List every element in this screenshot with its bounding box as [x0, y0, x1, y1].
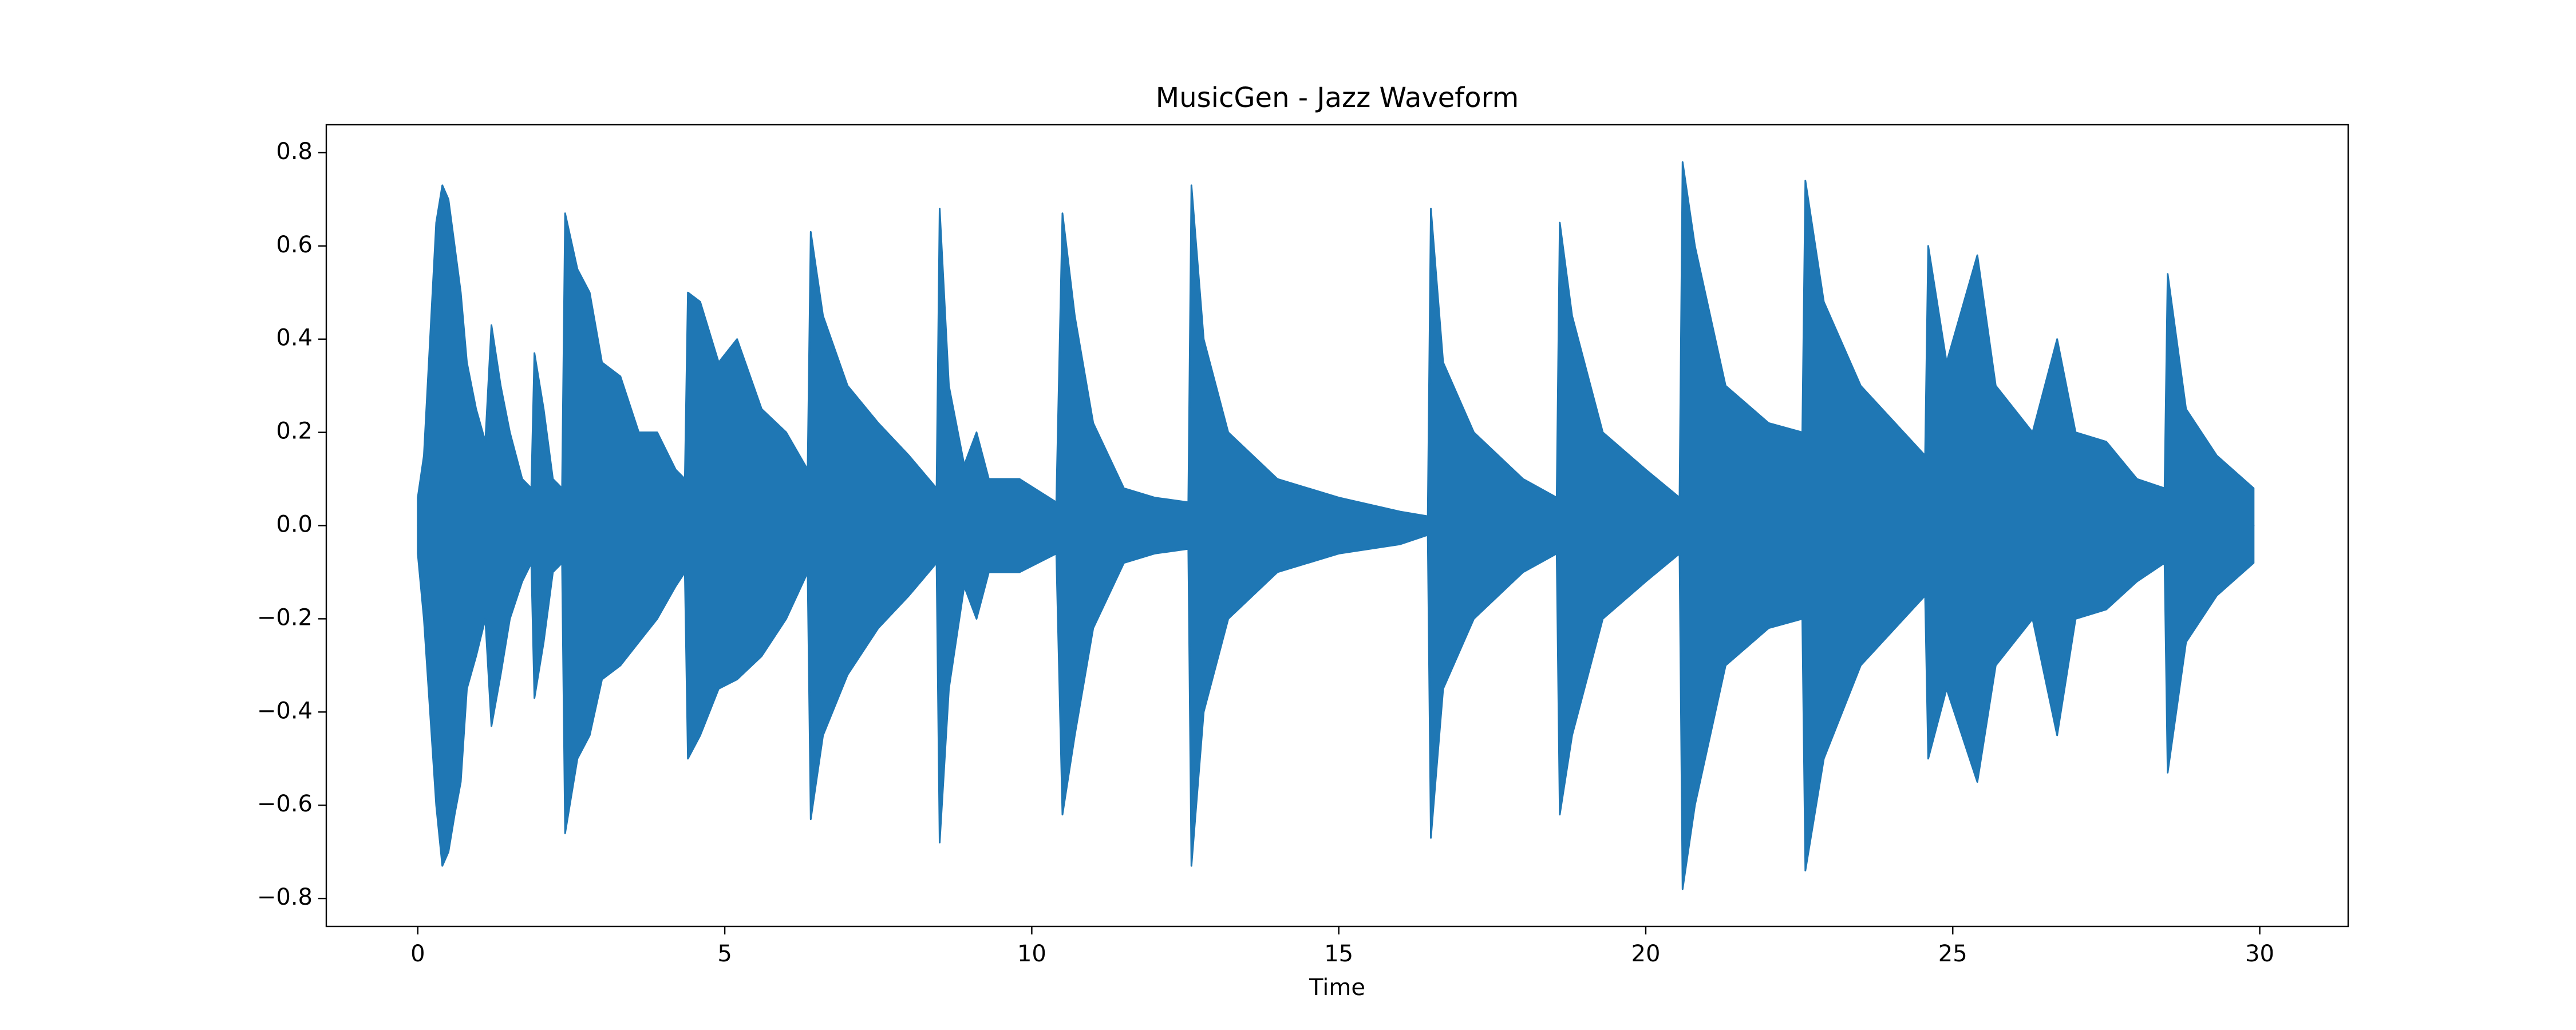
x-tick-label: 25 — [1938, 941, 1967, 967]
y-tick-label: −0.4 — [257, 698, 313, 724]
x-tick-label: 10 — [1017, 941, 1046, 967]
waveform-area — [417, 161, 2255, 526]
y-tick-label: 0.0 — [276, 512, 313, 538]
y-tick-label: 0.6 — [276, 232, 313, 258]
y-tick-label: 0.4 — [276, 325, 313, 351]
waveform-area — [417, 525, 2255, 890]
x-tick-label: 5 — [717, 941, 732, 967]
y-tick-label: −0.8 — [257, 884, 313, 910]
x-tick-label: 30 — [2245, 941, 2274, 967]
y-tick-label: 0.2 — [276, 418, 313, 445]
x-tick-label: 0 — [410, 941, 425, 967]
y-tick-label: 0.8 — [276, 138, 313, 165]
plot-frame — [325, 124, 2349, 928]
x-tick-label: 15 — [1324, 941, 1353, 967]
x-tick-label: 20 — [1631, 941, 1661, 967]
chart-title: MusicGen - Jazz Waveform — [1156, 82, 1519, 114]
x-axis-label: Time — [1309, 974, 1365, 1001]
y-tick-label: −0.6 — [257, 791, 313, 817]
y-tick-label: −0.2 — [257, 604, 313, 631]
